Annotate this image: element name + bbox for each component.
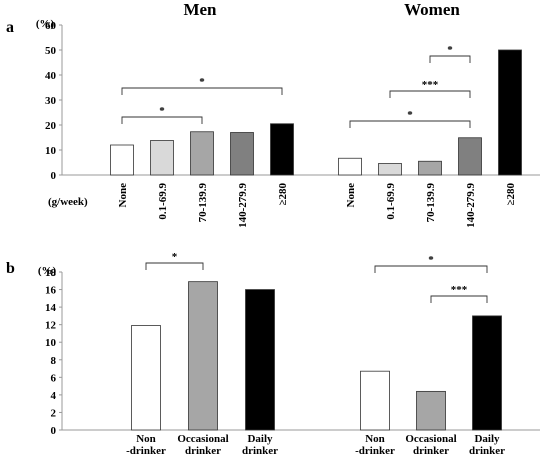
men-category-label: 140-279.9 [237, 183, 249, 228]
women-significance-label: *** [422, 79, 439, 91]
panel-b-y-tick-label: 2 [51, 407, 57, 419]
drinking-significance-bracket [374, 265, 488, 273]
panel-a-y-tick-label: 40 [45, 70, 57, 82]
panel-a-x-unit: (g/week) [48, 196, 88, 208]
drinking-significance-bracket [145, 262, 204, 270]
men-significance-label: * [159, 105, 165, 117]
men-category-label: 70-139.9 [197, 183, 209, 223]
panel-b-y-tick-label: 6 [51, 372, 57, 384]
drinking-significance-label: *** [451, 284, 468, 296]
women-significance-bracket [349, 120, 471, 128]
men-bar [110, 144, 134, 176]
women-significance-label: * [407, 109, 413, 121]
drinking-women-category-label: drinker [469, 445, 505, 457]
panel-b-y-tick-label: 10 [45, 337, 57, 349]
drinking-significance-label: * [172, 251, 178, 263]
women-category-label: None [345, 183, 357, 208]
panel-a-y-tick-label: 60 [45, 20, 57, 32]
women-significance-label: * [447, 44, 453, 56]
women-bar [378, 163, 402, 176]
drinking-women-category-label: -drinker [355, 445, 395, 457]
panel-b-y-tick-label: 12 [45, 320, 57, 332]
drinking-men-category-label: Non [136, 433, 156, 445]
panel-a-y-unit: (%) [36, 18, 55, 30]
drinking-men-category-label: Occasional [177, 433, 228, 445]
men-significance-label: * [199, 76, 205, 88]
women-category-label: 70-139.9 [425, 183, 437, 223]
women-bar [458, 137, 482, 176]
drinking-women-category-label: Occasional [405, 433, 456, 445]
panel-b-y-tick-label: 4 [51, 390, 57, 402]
panel-b-label: b [6, 260, 15, 277]
men-bar [190, 131, 214, 176]
panel-a-y-tick-label: 0 [51, 170, 57, 182]
drinking-men-bar [131, 325, 161, 431]
women-bar [338, 157, 362, 176]
drinking-men-category-label: Daily [247, 433, 273, 445]
women-bar [498, 49, 522, 176]
drinking-men-bar [245, 289, 275, 431]
drinking-men-category-label: drinker [185, 445, 221, 457]
women-title: Women [404, 0, 460, 19]
panel-a-label: a [6, 19, 14, 36]
men-bar [230, 132, 254, 176]
women-category-label: ≥280 [505, 183, 517, 206]
women-bar [418, 160, 442, 176]
panel-b-y-tick-label: 14 [45, 302, 57, 314]
drinking-women-bar [360, 370, 390, 431]
drinking-significance-label: * [428, 254, 434, 266]
men-category-label: None [117, 183, 129, 208]
men-significance-bracket [121, 116, 203, 124]
men-significance-bracket [121, 87, 283, 95]
drinking-significance-bracket [430, 295, 488, 303]
men-title: Men [183, 0, 217, 19]
men-bar [150, 140, 174, 176]
panel-b-y-tick-label: 8 [51, 355, 57, 367]
panel-b-y-tick-label: 0 [51, 425, 57, 437]
panel-a-y-tick-label: 50 [45, 45, 57, 57]
panel-a-y-tick-label: 20 [45, 120, 57, 132]
women-category-label: 140-279.9 [465, 183, 477, 228]
panel-b-y-tick-label: 18 [45, 267, 57, 279]
women-significance-bracket [389, 90, 471, 98]
drinking-women-category-label: drinker [413, 445, 449, 457]
drinking-men-bar [188, 281, 218, 431]
panel-a-y-tick-label: 10 [45, 145, 57, 157]
panel-a-y-tick-label: 30 [45, 95, 57, 107]
panel-b-y-tick-label: 16 [45, 285, 57, 297]
men-category-label: ≥280 [277, 183, 289, 206]
drinking-women-category-label: Non [365, 433, 385, 445]
men-category-label: 0.1-69.9 [157, 183, 169, 220]
drinking-men-category-label: -drinker [126, 445, 166, 457]
drinking-women-bar [472, 315, 502, 431]
women-category-label: 0.1-69.9 [385, 183, 397, 220]
men-bar [270, 123, 294, 176]
drinking-women-bar [416, 390, 446, 431]
panel-b-y-unit: (%) [38, 265, 57, 277]
women-significance-bracket [429, 55, 471, 63]
drinking-men-category-label: drinker [242, 445, 278, 457]
drinking-women-category-label: Daily [474, 433, 500, 445]
